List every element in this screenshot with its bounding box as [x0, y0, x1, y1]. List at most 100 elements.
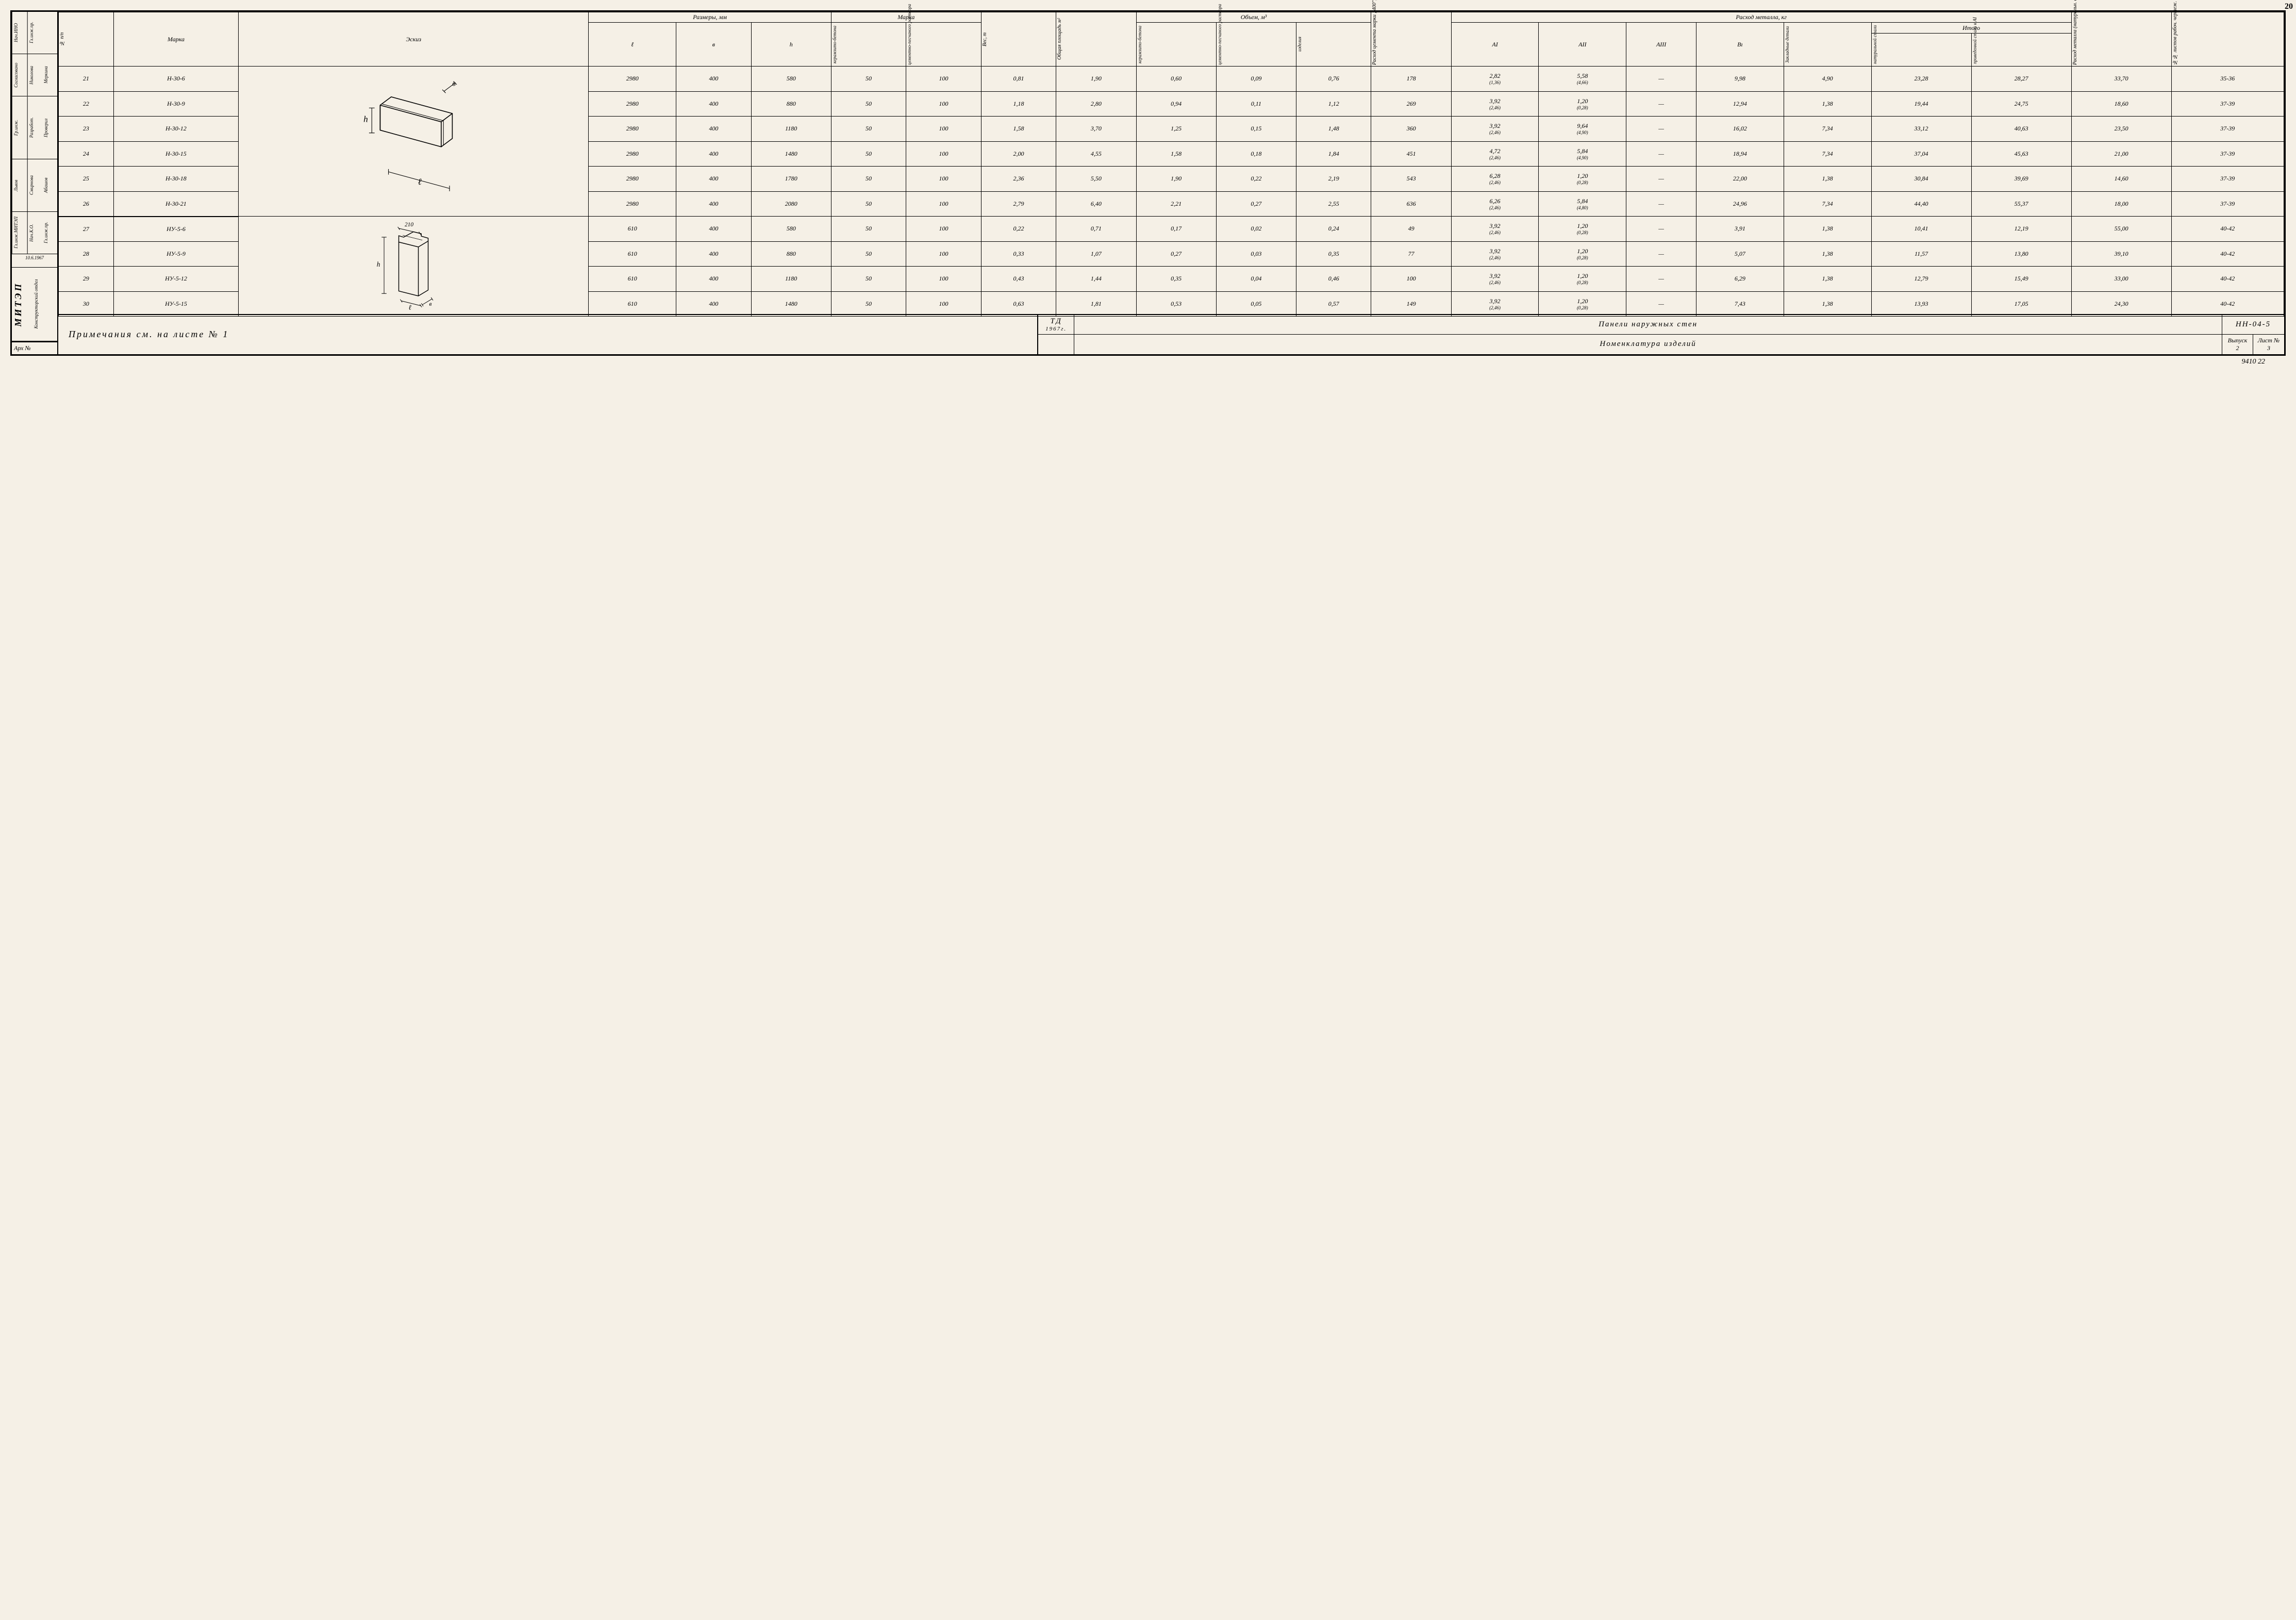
cell-obcp: 0,15 [1216, 117, 1296, 142]
cell-prv: 15,49 [1971, 267, 2071, 292]
specification-table: № п/п Марка Эскиз Размеры, мм Марка Вес,… [58, 12, 2284, 314]
cell-prv: 17,05 [1971, 291, 2071, 317]
cell-rm: 21,00 [2071, 141, 2171, 167]
svg-text:h: h [363, 114, 368, 124]
tb-sheet: Лист №3 [2253, 335, 2284, 354]
cell-n: 23 [59, 117, 114, 142]
cell-h: 1480 [751, 291, 831, 317]
cell-rc: 149 [1371, 291, 1451, 317]
cell-prv: 55,37 [1971, 191, 2071, 217]
cell-cp: 100 [906, 241, 981, 267]
cell-ves: 2,00 [981, 141, 1056, 167]
cell-h: 1180 [751, 267, 831, 292]
cell-nl: 40-42 [2171, 291, 2284, 317]
cell-a2: 1,20(0,28) [1539, 91, 1626, 117]
stamp-role: Нач.ИНО [12, 12, 27, 54]
cell-n: 24 [59, 141, 114, 167]
cell-kb: 50 [831, 67, 906, 92]
cell-h: 1780 [751, 167, 831, 192]
cell-ves: 0,33 [981, 241, 1056, 267]
cell-kb: 50 [831, 267, 906, 292]
title-block: Примечания см. на листе № 1 ТД 1967г. Па… [58, 314, 2284, 354]
cell-l: 2980 [589, 91, 676, 117]
col-l: ℓ [589, 23, 676, 67]
cell-prv: 40,63 [1971, 117, 2071, 142]
svg-text:ℓ: ℓ [409, 303, 412, 311]
cell-a2: 5,84(4,90) [1539, 141, 1626, 167]
cell-marka: НУ-5-9 [113, 241, 239, 267]
col-cp: цементно-песчаного раствора [907, 24, 912, 65]
cell-l: 2980 [589, 67, 676, 92]
table-body: 21 Н-30-6 ℓ h в 2980 400 580 50 100 0,81… [59, 67, 2284, 317]
cell-ves: 2,36 [981, 167, 1056, 192]
cell-obcp: 0,03 [1216, 241, 1296, 267]
cell-marka: НУ-5-12 [113, 267, 239, 292]
col-marka-grp: Марка [831, 12, 981, 23]
cell-a1: 2,82(1,36) [1451, 67, 1539, 92]
stamp-role: Гл.инж.пр. [42, 212, 57, 254]
cell-rc: 360 [1371, 117, 1451, 142]
cell-a3: — [1626, 117, 1696, 142]
cell-rm: 14,60 [2071, 167, 2171, 192]
cell-a1: 6,26(2,46) [1451, 191, 1539, 217]
cell-pl: 1,44 [1056, 267, 1136, 292]
cell-obiz: 1,48 [1296, 117, 1371, 142]
cell-nat: 23,28 [1871, 67, 1971, 92]
cell-ves: 2,79 [981, 191, 1056, 217]
sketch-1: ℓ h в [239, 67, 589, 217]
cell-b: 400 [676, 117, 752, 142]
cell-prv: 12,19 [1971, 217, 2071, 242]
cell-rc: 49 [1371, 217, 1451, 242]
tb-title2: Номенклатура изделий [1074, 335, 2222, 354]
cell-zk: 4,90 [1784, 67, 1871, 92]
cell-pl: 5,50 [1056, 167, 1136, 192]
cell-a3: — [1626, 141, 1696, 167]
cell-n: 27 [59, 217, 114, 242]
stamp-role: Разработ. [27, 96, 43, 159]
cell-nat: 13,93 [1871, 291, 1971, 317]
col-a1: АI [1451, 23, 1539, 67]
cell-a3: — [1626, 217, 1696, 242]
revision-stamp-column: Нач.ИНО Гл.инж.пр. Согласовано Николова … [12, 12, 58, 354]
stamp-role: Гл.инж.пр. [27, 12, 43, 54]
cell-a3: — [1626, 91, 1696, 117]
cell-obkb: 1,25 [1136, 117, 1216, 142]
cell-zk: 7,34 [1784, 117, 1871, 142]
cell-b: 400 [676, 91, 752, 117]
cell-ves: 0,81 [981, 67, 1056, 92]
cell-pl: 2,80 [1056, 91, 1136, 117]
col-obem: Объем, м³ [1136, 12, 1371, 23]
cell-l: 2980 [589, 191, 676, 217]
col-rm: Расход металла (натуральн. стали) на 1м³… [2072, 13, 2078, 65]
cell-a3: — [1626, 291, 1696, 317]
col-itogo: Итого [1871, 23, 2071, 34]
sheet-num: 20 [2285, 2, 2293, 11]
cell-kb: 50 [831, 241, 906, 267]
cell-a3: — [1626, 241, 1696, 267]
cell-obiz: 1,84 [1296, 141, 1371, 167]
cell-pl: 3,70 [1056, 117, 1136, 142]
col-obkb: керамзито-бетона [1137, 24, 1142, 65]
cell-l: 2980 [589, 167, 676, 192]
cell-obkb: 0,94 [1136, 91, 1216, 117]
cell-obiz: 0,57 [1296, 291, 1371, 317]
cell-b: 400 [676, 167, 752, 192]
cell-rm: 33,70 [2071, 67, 2171, 92]
cell-prv: 28,27 [1971, 67, 2071, 92]
cell-a1: 6,28(2,46) [1451, 167, 1539, 192]
cell-kb: 50 [831, 167, 906, 192]
cell-rm: 24,30 [2071, 291, 2171, 317]
col-b: в [676, 23, 752, 67]
cell-cp: 100 [906, 267, 981, 292]
cell-a2: 1,20(0,28) [1539, 241, 1626, 267]
drawing-sheet: Нач.ИНО Гл.инж.пр. Согласовано Николова … [10, 10, 2286, 356]
cell-zk: 1,38 [1784, 291, 1871, 317]
cell-zk: 1,38 [1784, 217, 1871, 242]
cell-zk: 1,38 [1784, 167, 1871, 192]
cell-kb: 50 [831, 291, 906, 317]
cell-a3: — [1626, 267, 1696, 292]
col-nn: № п/п [59, 13, 65, 65]
cell-obcp: 0,18 [1216, 141, 1296, 167]
cell-a2: 1,20(0,28) [1539, 167, 1626, 192]
cell-rc: 451 [1371, 141, 1451, 167]
